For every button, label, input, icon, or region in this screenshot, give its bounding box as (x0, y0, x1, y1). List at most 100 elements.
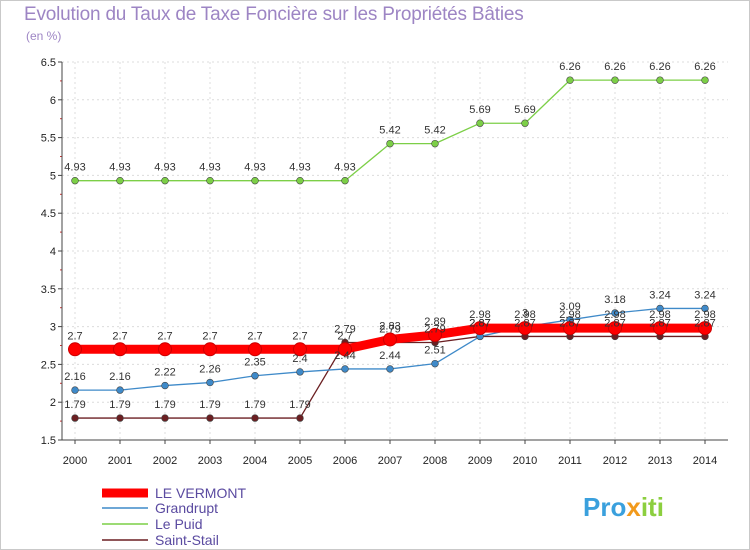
data-label: 2.79 (379, 323, 400, 335)
data-label: 2.98 (694, 309, 715, 321)
x-tick-label: 2013 (648, 455, 672, 467)
chart-title: Evolution du Taux de Taxe Foncière sur l… (24, 4, 524, 25)
x-tick-label: 2011 (558, 455, 582, 467)
data-label: 2.98 (604, 309, 625, 321)
y-unit-label: (en %) (26, 29, 62, 43)
data-point (296, 414, 304, 422)
data-point (563, 321, 577, 336)
data-label: 1.79 (109, 399, 130, 411)
data-point (68, 342, 82, 357)
data-point (341, 365, 349, 373)
y-tick-label: 5.5 (41, 133, 56, 145)
data-label: 1.79 (244, 399, 265, 411)
x-tick-label: 2008 (423, 455, 447, 467)
data-point (71, 386, 79, 394)
data-point (248, 342, 262, 357)
data-label: 5.69 (469, 104, 490, 116)
data-point (518, 321, 532, 336)
data-label: 2.4 (292, 353, 307, 365)
data-point (611, 309, 619, 317)
data-point (656, 304, 664, 313)
data-point (203, 342, 217, 357)
data-label: 2.16 (109, 371, 130, 383)
data-label: 2.26 (199, 364, 220, 376)
legend-label: Le Puid (155, 516, 202, 532)
data-point (206, 414, 214, 422)
grid (62, 61, 728, 441)
data-point (161, 414, 169, 422)
data-point (161, 176, 169, 185)
data-label: 1.79 (289, 399, 310, 411)
logo-part-2: x (626, 492, 641, 522)
data-point (698, 321, 712, 336)
data-label: 4.93 (289, 162, 310, 174)
data-label: 2.87 (469, 317, 490, 329)
data-label: 4.93 (109, 162, 130, 174)
data-point (113, 342, 127, 357)
data-point (293, 342, 307, 357)
data-point (251, 176, 259, 185)
data-label: 2.35 (244, 357, 265, 369)
y-tick-label: 6.5 (41, 57, 56, 69)
data-label: 2.7 (112, 330, 127, 342)
data-label: 2.7 (337, 330, 352, 342)
legend-label: Saint-Stail (155, 532, 219, 548)
data-point (656, 76, 664, 84)
data-point (116, 176, 124, 185)
data-label: 2.7 (247, 330, 262, 342)
data-label: 3.18 (604, 294, 625, 306)
data-point (71, 176, 79, 185)
data-point (701, 76, 709, 84)
x-tick-label: 2000 (63, 455, 87, 467)
logo-part-3: iti (641, 492, 664, 522)
data-label: 2.98 (559, 309, 580, 321)
data-label: 4.93 (199, 162, 220, 174)
data-labels: 4.93 4.93 4.93 4.93 4.93 4.93 4.93 5.42 5.42 5.69… (64, 61, 715, 411)
data-label: 3.24 (694, 289, 715, 301)
data-label: 2.87 (694, 317, 715, 329)
data-point (206, 378, 214, 387)
svg-text:Proxiti: Proxiti (583, 492, 664, 522)
data-label: 5.42 (424, 125, 445, 137)
data-point (296, 368, 304, 376)
data-point (161, 381, 169, 390)
x-tick-label: 2004 (243, 455, 267, 467)
data-point (431, 359, 439, 368)
data-label: 4.93 (154, 162, 175, 174)
data-label: 1.79 (154, 399, 175, 411)
data-label: 6.26 (559, 61, 580, 73)
data-label: 2.22 (154, 367, 175, 379)
y-tick-label: 3.5 (41, 284, 56, 296)
x-tick-label: 2012 (603, 455, 627, 467)
data-label: 2.51 (424, 345, 445, 357)
data-label: 6.26 (694, 61, 715, 73)
data-label: 2.7 (202, 330, 217, 342)
data-label: 2.87 (604, 317, 625, 329)
data-label: 3.24 (649, 289, 670, 301)
data-label: 2.98 (514, 309, 535, 321)
logo-part-1: Pro (583, 492, 626, 522)
data-label: 6.26 (649, 61, 670, 73)
legend-label: Grandrupt (155, 500, 218, 516)
x-tick-label: 2003 (198, 455, 222, 467)
x-tick-label: 2007 (378, 455, 402, 467)
axes: 1.5 2 2.5 3 3.5 4 4.5 5 5.5 6 6.5 2000 2001 2002 2003 2… (41, 57, 728, 467)
data-label: 3.09 (559, 301, 580, 313)
data-label: 2.87 (649, 317, 670, 329)
data-label: 2.98 (649, 309, 670, 321)
data-point (251, 414, 259, 422)
data-point (428, 327, 442, 342)
data-point (296, 176, 304, 185)
y-tick-label: 2 (50, 397, 56, 409)
data-label: 2.7 (157, 330, 172, 342)
data-label: 2.44 (379, 350, 400, 362)
data-point (386, 365, 394, 373)
data-point (611, 76, 619, 84)
x-tick-label: 2010 (513, 455, 537, 467)
x-tick-label: 2009 (468, 455, 492, 467)
y-tick-label: 3 (50, 322, 56, 334)
y-tick-label: 1.5 (41, 435, 56, 447)
data-point (71, 414, 79, 422)
